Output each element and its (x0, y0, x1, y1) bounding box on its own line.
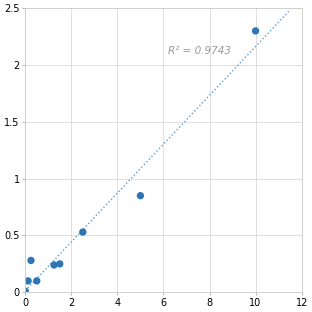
Text: R² = 0.9743: R² = 0.9743 (168, 46, 231, 56)
Point (34, 278, 39, 283)
Point (253, 28, 258, 33)
Point (26, 278, 31, 283)
Point (28, 258, 33, 263)
Point (80, 230, 85, 235)
Point (57, 261, 62, 266)
Point (51, 262, 56, 267)
Point (23, 289, 28, 294)
Point (138, 193, 143, 198)
